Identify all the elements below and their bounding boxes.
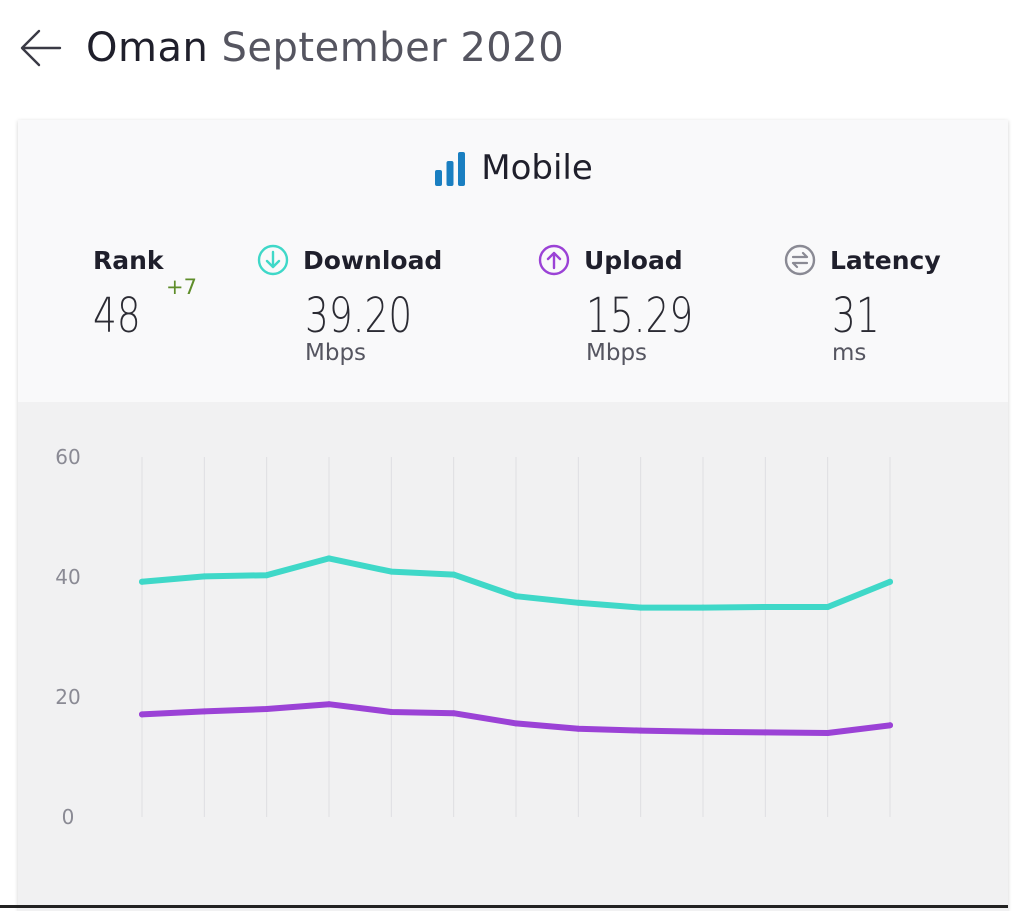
arrow-up-circle-icon	[538, 244, 570, 276]
rank-metric: Rank 48	[93, 242, 164, 345]
series-1-point-4	[326, 555, 332, 562]
series-2-point-13	[887, 722, 893, 729]
y-tick-label: 20	[55, 685, 80, 709]
card-summary: Mobile Rank 48 +7 Download 39.20 Mbps	[18, 120, 1008, 402]
y-tick-label: 0	[62, 805, 75, 829]
latency-label: Latency	[830, 245, 941, 275]
series-1-point-6	[450, 571, 457, 578]
download-unit: Mbps	[305, 340, 367, 366]
series-2-point-7	[513, 720, 519, 727]
upload-label: Upload	[584, 245, 683, 275]
series-1-point-3	[263, 572, 270, 579]
exchange-circle-icon	[784, 244, 816, 276]
rank-change: +7	[166, 275, 197, 299]
series-2-point-6	[450, 710, 457, 717]
download-value: 39.20	[305, 288, 413, 344]
signal-bars-icon	[435, 152, 466, 186]
series-1-point-8	[575, 599, 582, 606]
tech-label: Mobile	[481, 148, 593, 188]
series-1-point-1	[139, 578, 145, 585]
back-button[interactable]	[18, 25, 64, 71]
bottom-divider	[0, 905, 1008, 908]
series-2-point-2	[201, 708, 208, 715]
stats-card: Mobile Rank 48 +7 Download 39.20 Mbps	[18, 120, 1008, 911]
period-label: September 2020	[221, 25, 565, 71]
upload-value: 15.29	[586, 288, 694, 344]
series-1-point-11	[762, 604, 769, 610]
series-1-point-12	[824, 604, 831, 610]
series-1-point-2	[201, 573, 208, 580]
series-2-point-12	[824, 730, 831, 736]
upload-metric: Upload 15.29 Mbps	[538, 242, 723, 366]
line-chart: 0 20 40 60	[55, 445, 893, 829]
speed-chart: 0 20 40 60	[18, 402, 1008, 911]
page-header: Oman September 2020	[18, 18, 564, 78]
download-label: Download	[303, 245, 443, 275]
tech-heading: Mobile	[18, 148, 1008, 188]
series-2-point-10	[700, 728, 706, 735]
series-1-point-10	[700, 604, 706, 611]
series-2-point-9	[637, 727, 644, 734]
series-2-point-1	[139, 711, 145, 718]
series-1-point-13	[887, 578, 893, 585]
latency-metric: Latency 31 ms	[784, 242, 941, 366]
series-1-point-7	[513, 593, 519, 600]
series-2-point-4	[326, 701, 332, 708]
country-name: Oman	[86, 25, 209, 71]
arrow-left-icon	[20, 29, 62, 67]
page-title: Oman September 2020	[86, 25, 564, 71]
series-2-point-3	[263, 706, 270, 712]
series-2-point-5	[388, 709, 395, 715]
y-tick-label: 60	[55, 445, 80, 469]
latency-value: 31	[832, 288, 880, 344]
latency-unit: ms	[832, 340, 867, 366]
rank-label: Rank	[93, 245, 164, 275]
series-2-point-8	[575, 725, 582, 732]
download-metric: Download 39.20 Mbps	[257, 242, 442, 366]
y-tick-label: 40	[55, 565, 80, 589]
series-1-point-5	[388, 568, 395, 575]
series-1-point-9	[637, 604, 644, 611]
series-2-point-11	[762, 729, 769, 736]
arrow-down-circle-icon	[257, 244, 289, 276]
upload-unit: Mbps	[586, 340, 648, 366]
rank-value: 48	[93, 288, 141, 344]
